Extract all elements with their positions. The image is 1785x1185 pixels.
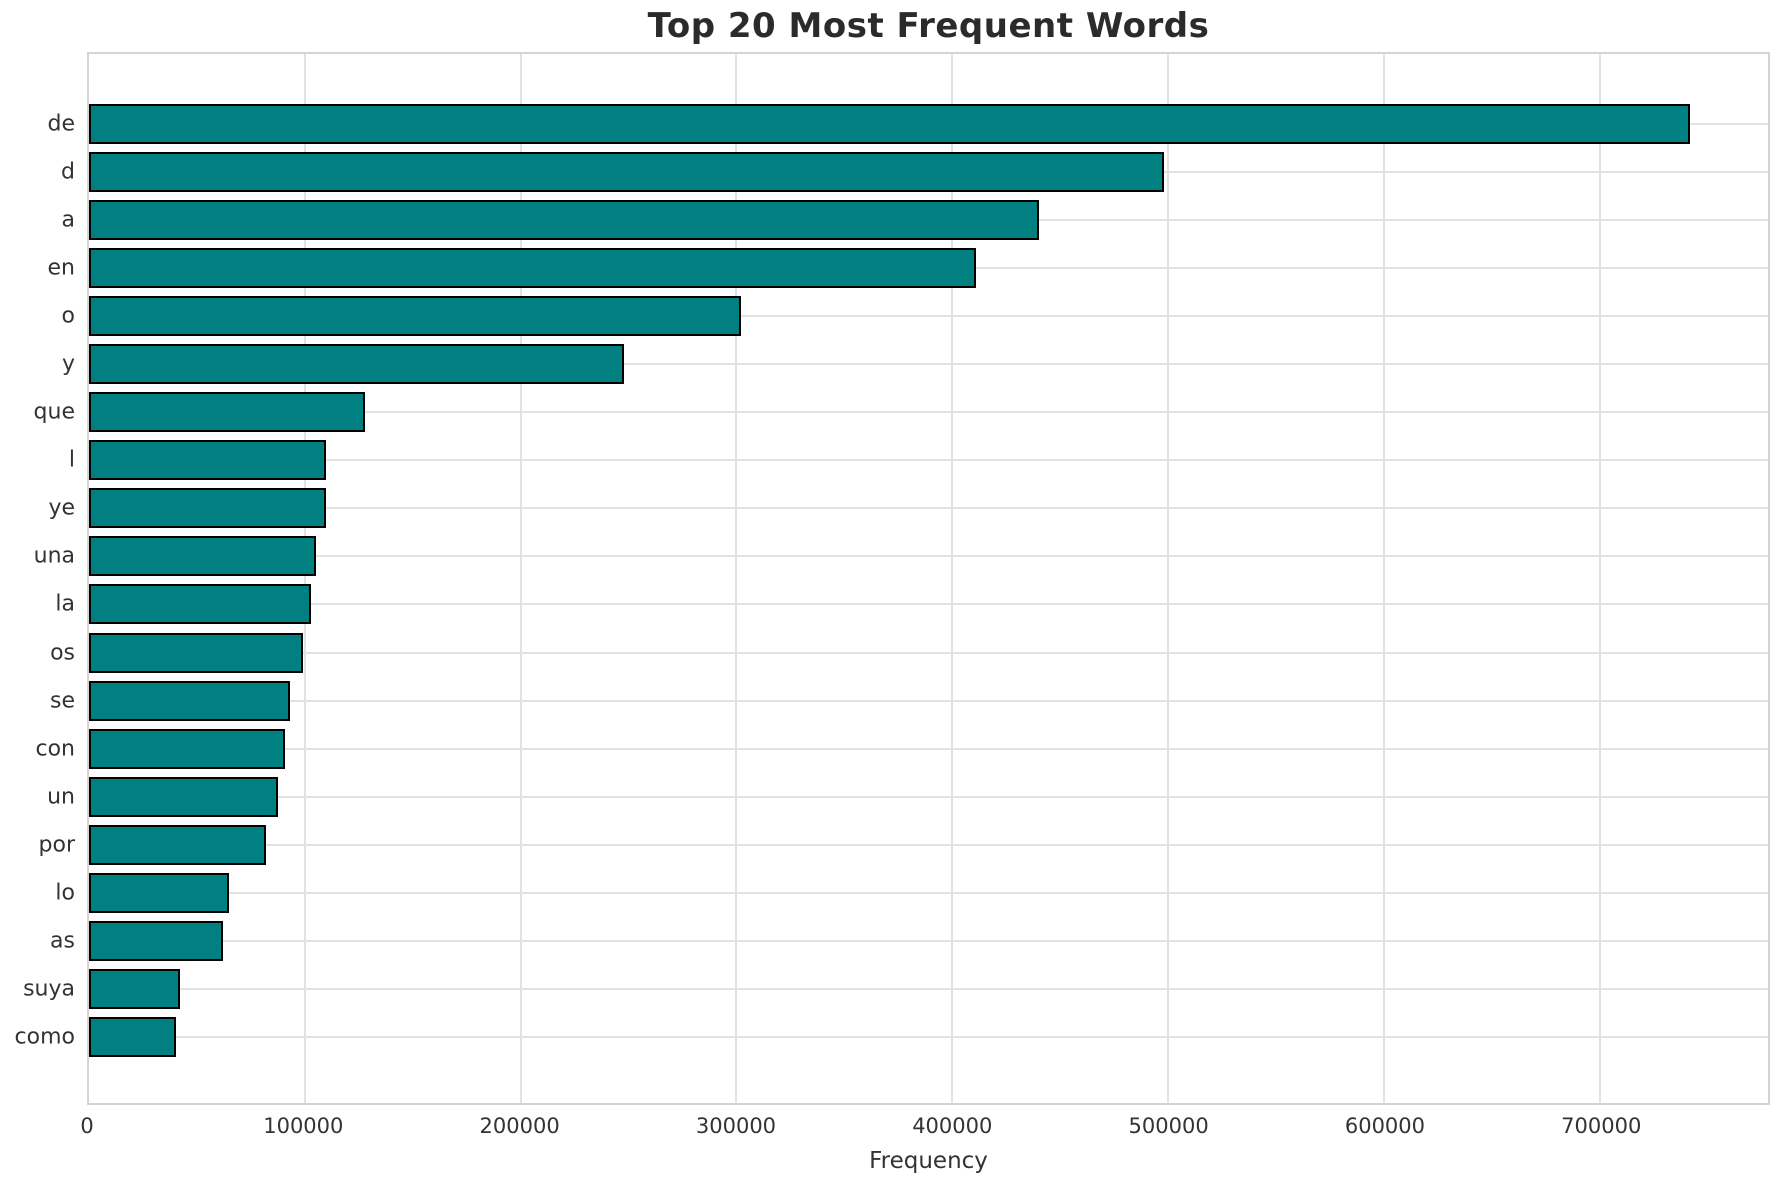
x-tick-label: 0 [80, 1114, 94, 1138]
bar-d [89, 152, 1164, 193]
bar-row: y [62, 340, 1768, 388]
bar-row: con [36, 725, 1768, 773]
horizontal-gridline [89, 555, 1768, 558]
bar-por [89, 824, 266, 865]
horizontal-gridline [89, 891, 1768, 894]
x-axis: 0 100000 200000 300000 400000 500000 600000 700… [80, 1114, 1770, 1144]
bar-un [89, 776, 278, 817]
bar-una [89, 536, 316, 577]
bar-row: l [69, 436, 1768, 484]
bar-row: que [34, 388, 1768, 436]
bar-lo [89, 872, 230, 913]
horizontal-gridline [89, 411, 1768, 414]
x-tick-label: 400000 [912, 1114, 993, 1138]
vertical-gridline [303, 54, 306, 1103]
horizontal-gridline [89, 1035, 1768, 1038]
bar-row: lo [55, 869, 1768, 917]
x-tick-label: 300000 [695, 1114, 777, 1138]
bar-se [89, 680, 290, 721]
bar-row: suya [23, 965, 1768, 1013]
horizontal-gridline [89, 459, 1768, 462]
horizontal-gridline [89, 699, 1768, 702]
y-tick-label: con [35, 736, 76, 762]
bar-la [89, 584, 312, 625]
bar-con [89, 728, 286, 769]
vertical-gridline [1598, 54, 1601, 1103]
y-tick-label: se [50, 688, 75, 714]
horizontal-gridline [89, 315, 1768, 318]
bar-a [89, 200, 1039, 241]
y-tick-label: lo [55, 880, 75, 906]
horizontal-gridline [89, 987, 1768, 990]
y-tick-label: as [50, 928, 75, 954]
x-axis-label: Frequency [869, 1148, 988, 1174]
y-tick-label: l [68, 447, 75, 473]
y-tick-label: una [33, 543, 75, 569]
y-tick-label: o [61, 303, 75, 329]
x-tick-label: 100000 [263, 1114, 344, 1138]
bar-y [89, 344, 625, 385]
bar-row: de [48, 100, 1768, 148]
x-tick-label: 200000 [479, 1114, 560, 1138]
bar-row: ye [48, 484, 1768, 532]
bar-row: un [47, 773, 1768, 821]
bar-en [89, 248, 976, 289]
x-tick-label: 500000 [1128, 1114, 1209, 1138]
x-tick-label: 700000 [1561, 1114, 1642, 1138]
y-tick-label: en [47, 255, 75, 281]
bar-de [89, 104, 1691, 145]
horizontal-gridline [89, 795, 1768, 798]
y-tick-label: de [47, 111, 76, 137]
horizontal-gridline [89, 843, 1768, 846]
bar-row: os [50, 629, 1768, 677]
bar-row: por [39, 821, 1768, 869]
bar-suya [89, 968, 180, 1009]
plot-area: de d a en o y que l ye una la os se con un por lo as suya c… [15, 52, 1770, 1105]
y-tick-label: a [61, 207, 75, 233]
bar-ye [89, 488, 327, 529]
bar-como [89, 1016, 177, 1057]
bar-que [89, 392, 366, 433]
bar-os [89, 632, 303, 673]
bar-row: a [62, 196, 1768, 244]
y-tick-label: suya [23, 976, 75, 1002]
y-tick-label: y [61, 351, 75, 377]
horizontal-gridline [89, 651, 1768, 654]
horizontal-gridline [89, 939, 1768, 942]
y-tick-label: la [55, 591, 75, 617]
y-tick-label: ye [48, 495, 75, 521]
bar-l [89, 440, 327, 481]
bar-row: en [48, 244, 1768, 292]
vertical-gridline [519, 54, 522, 1103]
bar-row: o [62, 292, 1768, 340]
bar-row: as [50, 917, 1768, 965]
bar-o [89, 296, 741, 337]
x-tick-label: 600000 [1344, 1114, 1426, 1138]
y-tick-label: un [47, 784, 75, 810]
bar-row: d [61, 148, 1768, 196]
chart-title: Top 20 Most Frequent Words [647, 6, 1210, 46]
bars-container: de d a en o y que l ye una la os se con un por lo as suya c… [15, 54, 1768, 1103]
bar-row: como [15, 1013, 1768, 1061]
y-tick-label: que [33, 399, 75, 425]
horizontal-gridline [89, 363, 1768, 366]
vertical-gridline [735, 54, 738, 1103]
horizontal-gridline [89, 747, 1768, 750]
vertical-gridline [1167, 54, 1170, 1103]
bar-row: una [34, 532, 1768, 580]
bar-row: la [55, 580, 1768, 628]
y-tick-label: como [14, 1024, 75, 1050]
bar-as [89, 920, 223, 961]
y-tick-label: os [50, 640, 75, 666]
horizontal-gridline [89, 603, 1768, 606]
y-tick-label: por [38, 832, 75, 858]
horizontal-gridline [89, 507, 1768, 510]
vertical-gridline [951, 54, 954, 1103]
y-tick-label: d [61, 159, 75, 185]
vertical-gridline [1382, 54, 1385, 1103]
bar-row: se [50, 677, 1768, 725]
